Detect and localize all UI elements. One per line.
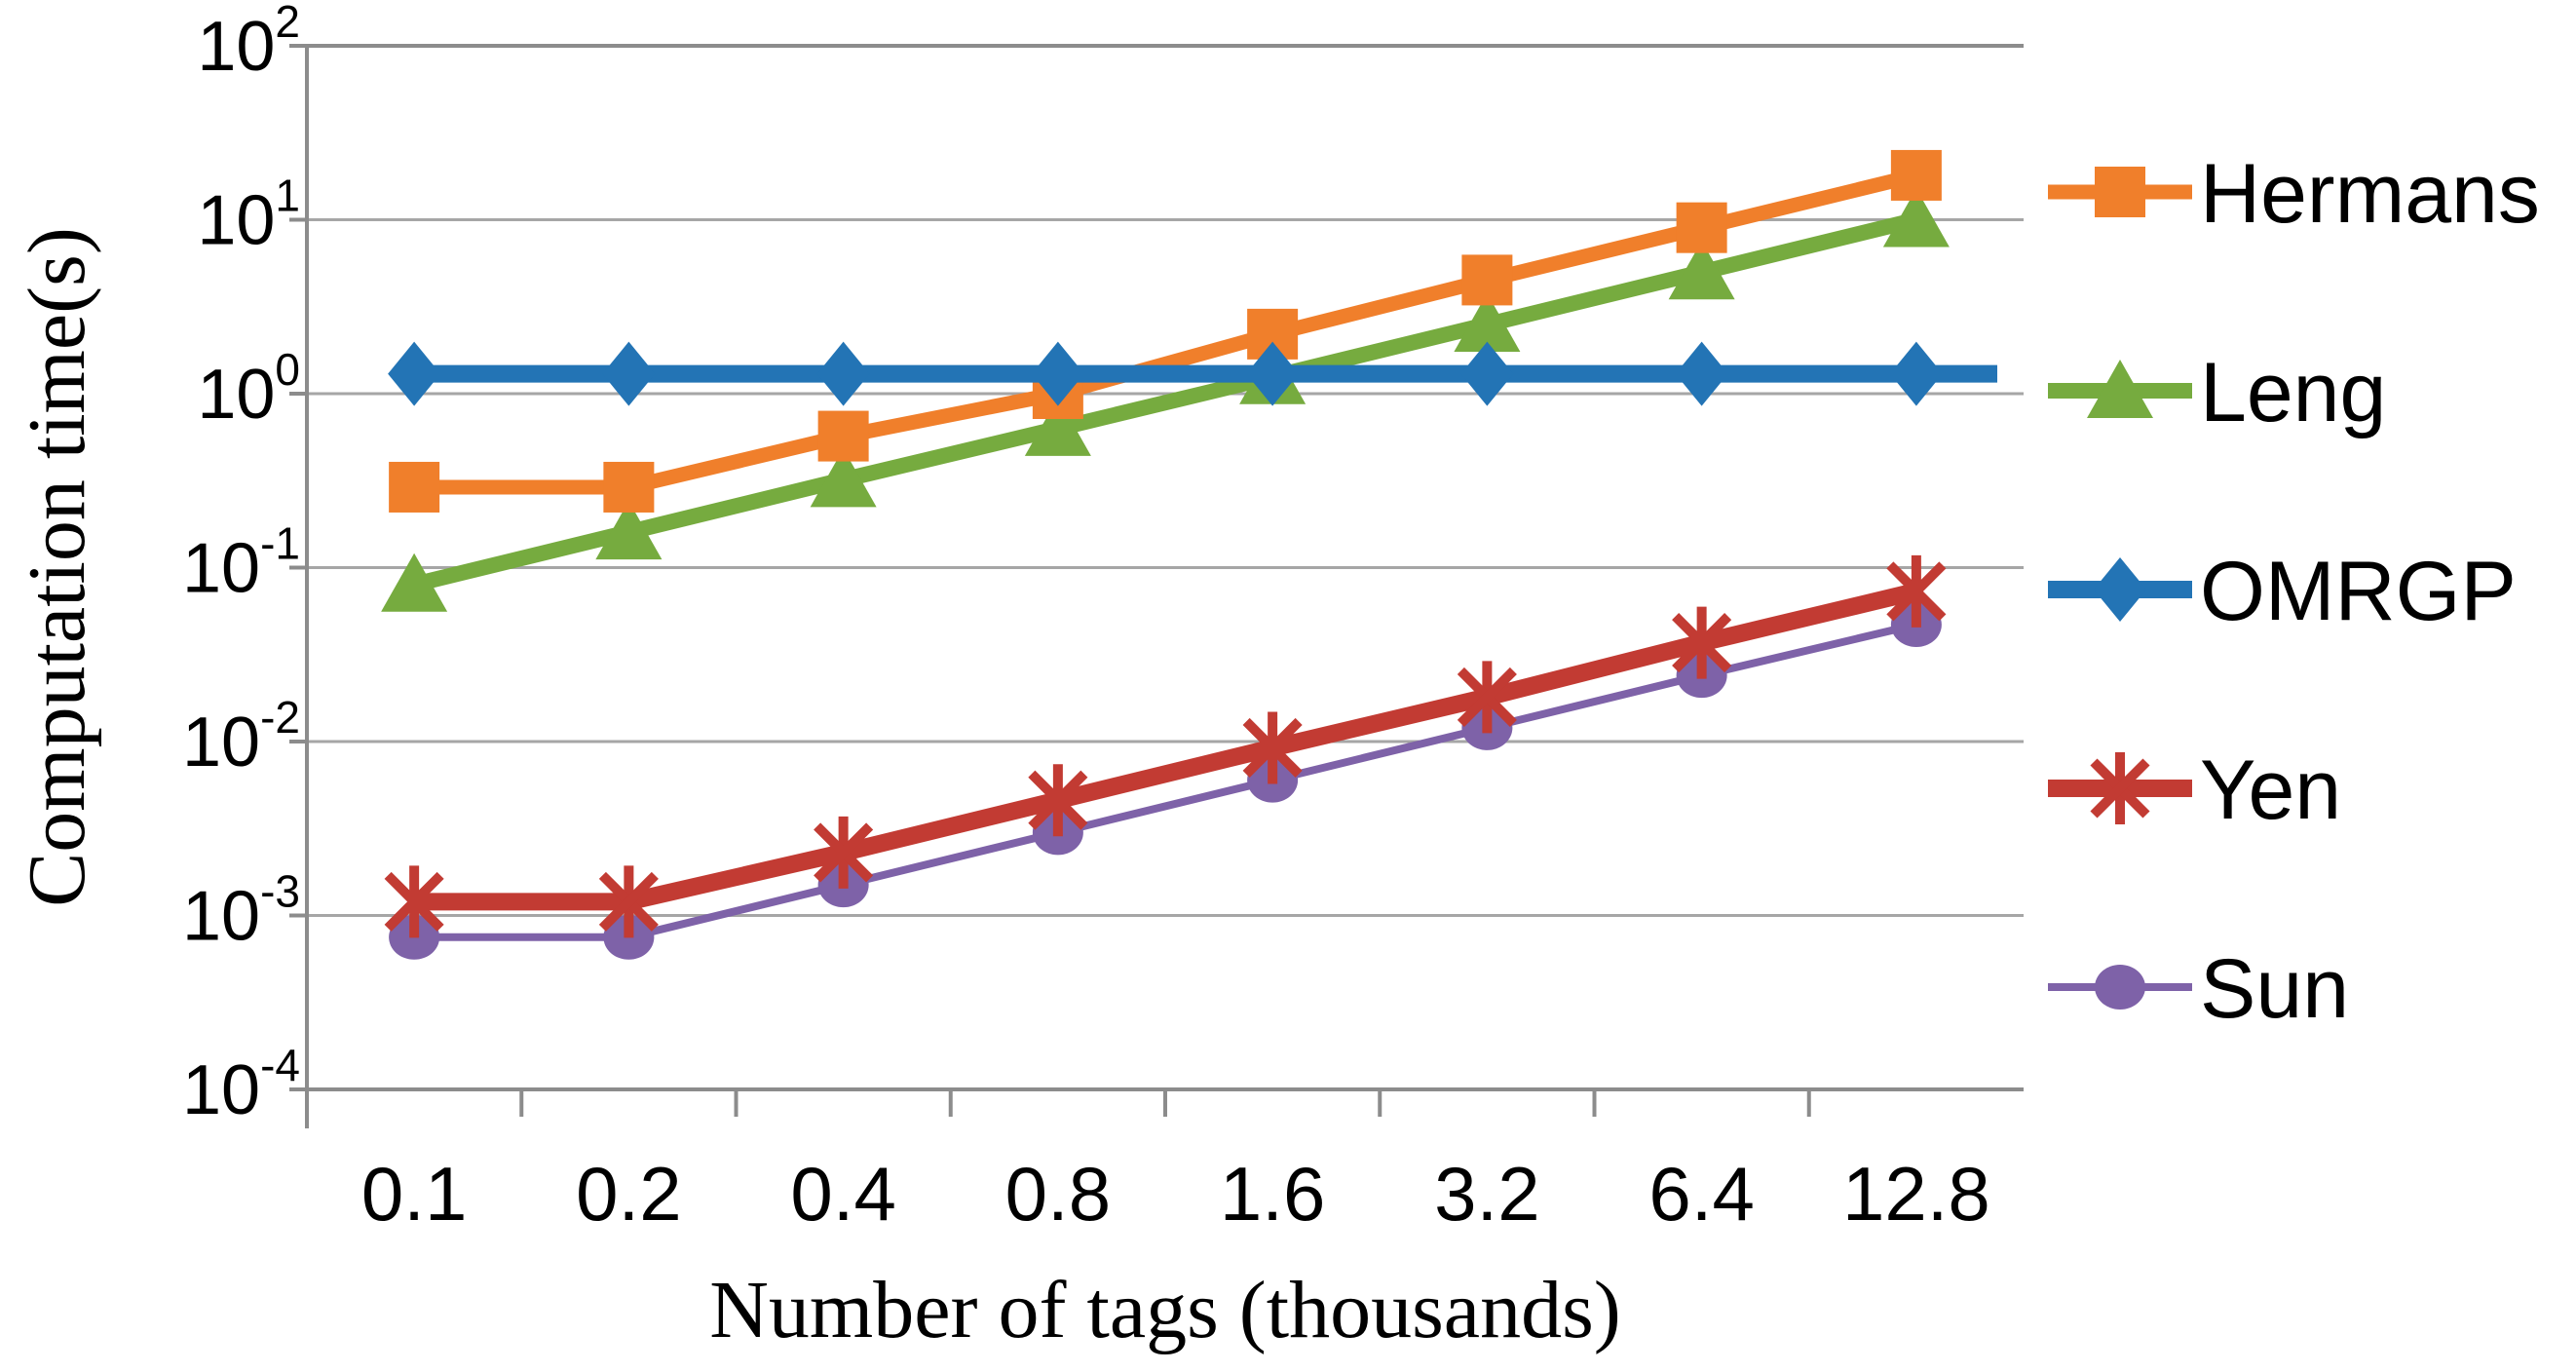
series-layer bbox=[381, 149, 1997, 960]
marker-leng-3.2 bbox=[1454, 292, 1521, 352]
legend-label-hermans: Hermans bbox=[2200, 147, 2540, 241]
series-line-hermans bbox=[414, 168, 1918, 495]
x-tick-label-6.4: 6.4 bbox=[1648, 1151, 1754, 1237]
marker-omrgp-1.6 bbox=[1246, 341, 1300, 406]
legend-label-leng: Leng bbox=[2200, 346, 2386, 439]
marker-yen-3.2 bbox=[1457, 661, 1517, 734]
marker-yen-12.8 bbox=[1886, 554, 1947, 628]
series-yen bbox=[384, 554, 1947, 938]
series-line-yen bbox=[414, 583, 1918, 911]
legend-label-yen: Yen bbox=[2200, 743, 2341, 837]
y-tick-label-1e2: 102 bbox=[197, 0, 300, 86]
legend-item-yen: Yen bbox=[2048, 743, 2341, 837]
y-tick-label-1e1: 101 bbox=[197, 171, 300, 260]
x-tick-label-0.8: 0.8 bbox=[1005, 1151, 1111, 1237]
marker-yen-1.6 bbox=[1242, 711, 1303, 784]
x-axis-title: Number of tags (thousands) bbox=[709, 1265, 1620, 1355]
legend-marker-omrgp bbox=[2094, 557, 2146, 622]
x-tick-label-0.1: 0.1 bbox=[361, 1151, 467, 1237]
marker-hermans-0.1 bbox=[389, 461, 440, 513]
series-hermans bbox=[389, 149, 1942, 513]
marker-omrgp-3.2 bbox=[1460, 341, 1514, 406]
legend: Hermans Leng OMRGP Yen Sun bbox=[2048, 147, 2540, 1036]
axis-layer bbox=[289, 44, 2024, 1128]
series-leng bbox=[381, 188, 1950, 612]
marker-leng-0.4 bbox=[810, 448, 877, 508]
y-tick-label-1e-2: 10-2 bbox=[182, 692, 300, 781]
label-layer: Number of tags (thousands) Computation t… bbox=[12, 0, 1990, 1355]
marker-omrgp-0.4 bbox=[816, 341, 870, 406]
x-tick-label-0.2: 0.2 bbox=[576, 1151, 681, 1237]
marker-hermans-12.8 bbox=[1890, 149, 1942, 201]
x-tick-label-12.8: 12.8 bbox=[1842, 1151, 1990, 1237]
y-axis-title: Computation time(s) bbox=[12, 227, 102, 907]
marker-yen-6.4 bbox=[1672, 606, 1732, 679]
marker-omrgp-0.1 bbox=[388, 341, 441, 406]
series-line-leng bbox=[412, 211, 1918, 592]
marker-yen-0.2 bbox=[598, 865, 659, 938]
x-tick-label-0.4: 0.4 bbox=[790, 1151, 895, 1237]
marker-leng-0.2 bbox=[595, 501, 663, 560]
legend-item-omrgp: OMRGP bbox=[2048, 545, 2517, 638]
marker-omrgp-0.8 bbox=[1031, 341, 1084, 406]
marker-hermans-0.4 bbox=[817, 410, 869, 462]
legend-label-sun: Sun bbox=[2200, 942, 2349, 1036]
legend-marker-hermans bbox=[2095, 167, 2145, 217]
legend-label-omrgp: OMRGP bbox=[2200, 545, 2517, 638]
marker-leng-12.8 bbox=[1882, 188, 1950, 248]
legend-item-leng: Leng bbox=[2048, 346, 2386, 439]
marker-omrgp-12.8 bbox=[1889, 341, 1943, 406]
marker-leng-0.8 bbox=[1024, 397, 1091, 456]
marker-hermans-0.2 bbox=[603, 461, 655, 513]
marker-yen-0.8 bbox=[1028, 764, 1088, 837]
marker-omrgp-0.2 bbox=[602, 341, 656, 406]
legend-marker-leng bbox=[2087, 360, 2153, 418]
series-omrgp bbox=[388, 341, 1997, 406]
marker-hermans-6.4 bbox=[1676, 202, 1727, 253]
marker-leng-0.1 bbox=[381, 553, 448, 612]
legend-marker-sun bbox=[2095, 965, 2145, 1010]
y-tick-label-1e0: 100 bbox=[197, 344, 300, 434]
grid-layer bbox=[307, 218, 2024, 917]
marker-yen-0.4 bbox=[814, 816, 874, 889]
series-line-sun bbox=[414, 621, 1917, 941]
y-tick-label-1e-3: 10-3 bbox=[182, 866, 300, 956]
legend-marker-yen bbox=[2090, 752, 2150, 824]
marker-omrgp-6.4 bbox=[1675, 341, 1728, 406]
marker-yen-0.1 bbox=[384, 865, 444, 938]
legend-item-sun: Sun bbox=[2048, 942, 2349, 1036]
marker-hermans-3.2 bbox=[1461, 254, 1513, 306]
x-tick-label-1.6: 1.6 bbox=[1220, 1151, 1325, 1237]
x-tick-label-3.2: 3.2 bbox=[1434, 1151, 1539, 1237]
marker-leng-6.4 bbox=[1668, 241, 1735, 300]
y-tick-label-1e-4: 10-4 bbox=[182, 1040, 300, 1129]
legend-item-hermans: Hermans bbox=[2048, 147, 2540, 241]
y-tick-label-1e-1: 10-1 bbox=[182, 518, 300, 608]
